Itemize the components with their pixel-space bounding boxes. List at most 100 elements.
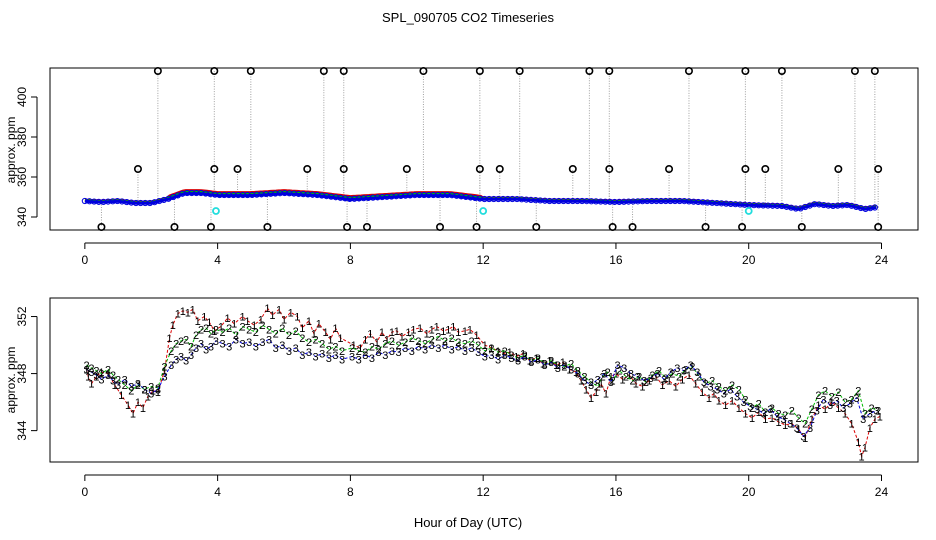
- mean-point: [137, 199, 144, 207]
- series-2-point: 2: [555, 360, 561, 372]
- series-3-point: 3: [382, 350, 388, 362]
- mean-point: [388, 193, 395, 200]
- series-1-point: 1: [424, 329, 430, 341]
- series-2-point: 2: [332, 341, 338, 353]
- x-axis: 0 4 8 12 16 20 24: [82, 474, 888, 499]
- outlier-point: [339, 165, 348, 174]
- series-2-point: 2: [629, 376, 635, 388]
- outlier-point: [515, 67, 524, 76]
- series-2-point: 2: [623, 371, 629, 383]
- series-3-point: 3: [208, 341, 214, 353]
- series-2-point: 2: [581, 371, 587, 383]
- series-2-point: 2: [736, 384, 742, 396]
- series-2-point: 2: [213, 324, 219, 336]
- series-3-point: 3: [754, 404, 760, 416]
- series-1-point: 1: [362, 334, 368, 346]
- mean-point: [462, 193, 470, 201]
- series-1-point: 1: [473, 330, 479, 342]
- x-tick-label: 16: [609, 253, 623, 267]
- series-2-point: 2: [542, 359, 548, 371]
- series-1-point: 1: [450, 322, 456, 334]
- mean-point: [657, 197, 665, 205]
- mean-point: [569, 197, 576, 205]
- series-2-point: 2: [722, 386, 728, 398]
- mean-point: [486, 195, 493, 203]
- series-2-point: 2: [226, 323, 232, 335]
- series-3-point: 3: [98, 374, 104, 386]
- series-3-point: 3: [226, 341, 232, 353]
- mean-point: [606, 198, 614, 205]
- series-3-point: 3: [581, 376, 587, 388]
- series-1-point: 1: [613, 369, 619, 381]
- series-1-point: 1: [693, 379, 699, 391]
- series-2-point: 2: [376, 344, 382, 356]
- series-2-point: 2: [128, 386, 134, 398]
- series-2-point: 2: [815, 390, 821, 402]
- series-1-point: 1: [201, 312, 207, 324]
- outlier-point: [475, 67, 484, 76]
- mean-point: [314, 191, 321, 199]
- mean-point: [727, 200, 734, 208]
- series-1-point: 1: [351, 340, 357, 352]
- series-2-point: 2: [568, 359, 574, 371]
- series-1-point: 1: [809, 414, 815, 426]
- mean-point: [681, 198, 688, 205]
- series-1-point: 1: [367, 329, 373, 341]
- outlier-point: [263, 223, 272, 232]
- series-2-point: 2: [266, 324, 272, 336]
- series-2-point: 2: [829, 391, 835, 403]
- series-1-point: 1: [332, 323, 338, 335]
- series-1-point: 1: [507, 347, 513, 359]
- mean-point: [741, 201, 748, 208]
- series-1-point: 1: [482, 340, 488, 352]
- series-3-point: 3: [847, 399, 853, 411]
- outlier-point: [206, 223, 215, 232]
- series-1-point: 1: [281, 314, 287, 326]
- mean-point: [104, 198, 112, 205]
- series-1-point: 1: [756, 407, 762, 419]
- series-1-point: 1: [729, 396, 735, 408]
- series-1-point: 1: [711, 389, 717, 401]
- y-tick-label: 400: [15, 87, 29, 107]
- series-1-point: 1: [206, 317, 212, 329]
- series-3-point: 3: [615, 360, 621, 372]
- series-2-point: 2: [183, 334, 189, 346]
- series-3-point: 3: [198, 339, 204, 351]
- series-1-point: 1: [716, 396, 722, 408]
- series-2-point: 2: [135, 380, 141, 392]
- series-1-point: 1: [251, 320, 257, 332]
- series-3-point: 3: [508, 353, 514, 365]
- y-tick-label: 344: [15, 420, 29, 440]
- series-3-point: 3: [820, 394, 826, 406]
- x-tick-label: 4: [214, 485, 221, 499]
- mean-point: [718, 200, 725, 207]
- series-3-point: 3: [482, 351, 488, 363]
- series-2-point: 2: [173, 339, 179, 351]
- series-3-point: 3: [495, 354, 501, 366]
- series-1-point: 1: [736, 403, 742, 415]
- mean-point: [495, 195, 502, 203]
- outlier-point: [874, 165, 883, 174]
- mean-point: [332, 194, 339, 201]
- series-1-point: 1: [666, 376, 672, 388]
- mean-point: [244, 191, 251, 199]
- mean-point: [434, 191, 442, 199]
- mean-point: [407, 192, 414, 199]
- mean-point: [499, 195, 507, 203]
- series-3-point: 3: [279, 340, 285, 352]
- series-1-point: 1: [88, 379, 94, 391]
- series-3-point: 3: [535, 354, 541, 366]
- series-2-point: 2: [306, 337, 312, 349]
- series-2-point: 2: [669, 369, 675, 381]
- series-1-point: 1: [145, 391, 151, 403]
- mean-point: [439, 191, 446, 199]
- y-tick-label: 348: [15, 363, 29, 383]
- series-2-point: 2: [849, 394, 855, 406]
- series-1-point: 1: [802, 433, 808, 445]
- mean-point: [490, 195, 497, 203]
- series-1-point: 1: [872, 414, 878, 426]
- series-2-point: 2: [656, 366, 662, 378]
- series-2-point: 2: [312, 334, 318, 346]
- series-2-point: 2: [588, 377, 594, 389]
- series-3-point: 3: [794, 423, 800, 435]
